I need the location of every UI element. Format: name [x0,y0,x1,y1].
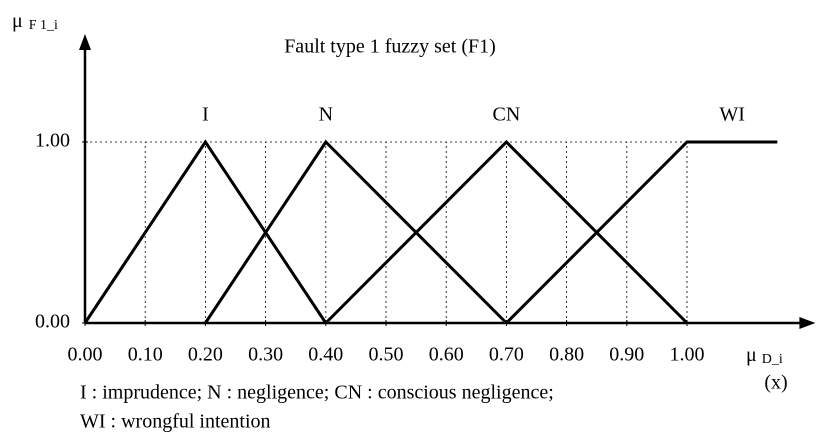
x-tick-label: 0.60 [429,344,464,366]
series-label: N [319,104,333,126]
y-label-symbol: μ [12,10,23,32]
x-tick-label: 0.20 [188,344,223,366]
series-label: CN [493,104,521,126]
series-line [83,139,328,324]
annotation: I : imprudence; N : negligence; CN : con… [80,382,554,404]
series-line [505,140,778,325]
chart-title: Fault type 1 fuzzy set (F1) [284,36,496,58]
x-tick-label: 0.90 [609,344,644,366]
x-label-subscript: D_i [762,352,783,367]
x-tick-label: 1.00 [670,344,705,366]
x-tick-label: 0.50 [369,344,404,366]
series-line [204,139,508,325]
x-label-symbol: μ [746,344,757,366]
x-tick-label: 0.70 [489,344,524,366]
x-tick-label: 0.10 [128,344,163,366]
series-label: WI [719,104,745,126]
series-line [324,139,689,325]
y-axis-arrow [79,34,91,50]
x-tick-label: 0.00 [68,344,103,366]
x-tick-label: 0.30 [248,344,283,366]
annotation: WI : wrongful intention [80,411,271,433]
x-axis-arrow [799,317,816,329]
series-label: I [202,104,209,126]
x-tick-label: 0.80 [549,344,584,366]
y-axis-label: μ F 1_i [12,10,58,34]
y-tick-label: 0.00 [35,311,70,333]
x-axis-note: (x) [764,372,787,394]
x-tick-label: 0.40 [308,344,343,366]
y-tick-label: 1.00 [35,130,70,152]
x-axis-label: μ D_i [746,344,783,368]
y-label-subscript: F 1_i [29,18,58,33]
